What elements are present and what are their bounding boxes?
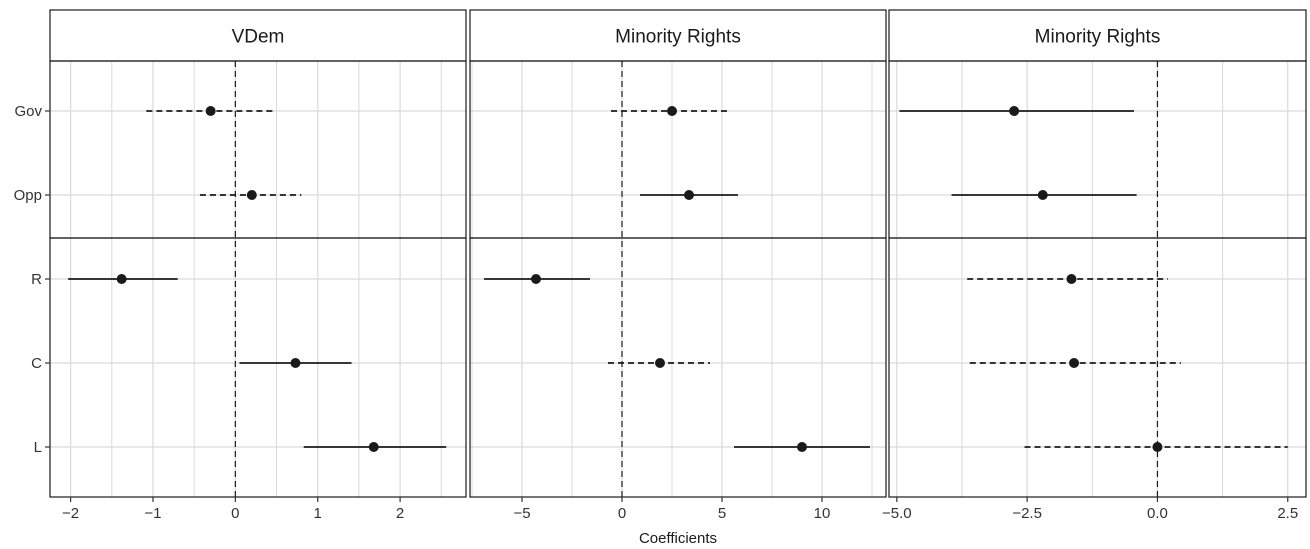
y-tick-label-opp: Opp xyxy=(14,187,42,204)
x-tick-label: −2 xyxy=(62,505,79,522)
panel-frame-top xyxy=(888,60,1307,239)
x-tick-label: −2.5 xyxy=(1012,505,1042,522)
point-estimate-c xyxy=(655,358,665,368)
x-axis-title: Coefficients xyxy=(639,530,717,547)
x-tick-label: −5.0 xyxy=(882,505,912,522)
point-estimate-c xyxy=(290,358,301,368)
panel-3: Minority Rights −5.0 −2.5 0.0 2.5 xyxy=(882,9,1307,522)
panel-frame-bottom xyxy=(888,237,1307,498)
panel-frame-top xyxy=(49,60,467,239)
y-tick-label-c: C xyxy=(31,355,42,372)
grid-group xyxy=(50,238,466,497)
point-estimate-gov xyxy=(1009,106,1020,116)
grid-group xyxy=(889,61,1306,238)
x-tick-label: 0 xyxy=(618,505,626,522)
x-tick-label: 2 xyxy=(396,505,404,522)
panel-frame-bottom xyxy=(469,237,887,498)
x-tick-label: 10 xyxy=(814,505,831,522)
x-tick-label: 2.5 xyxy=(1277,505,1298,522)
panel-title: VDem xyxy=(232,27,285,48)
y-tick-label-l: L xyxy=(34,439,42,456)
point-estimate-r xyxy=(531,274,541,284)
panel-strip xyxy=(469,9,887,62)
point-estimate-opp xyxy=(684,190,694,200)
panel-title: Minority Rights xyxy=(1035,27,1161,48)
point-estimate-gov xyxy=(667,106,677,116)
y-tick-label-gov: Gov xyxy=(14,103,42,120)
panel-2: Minority Rights −5 0 5 10 xyxy=(469,9,887,522)
x-tick-label: 0.0 xyxy=(1147,505,1168,522)
y-tick-label-r: R xyxy=(31,271,42,288)
point-estimate-r xyxy=(116,274,127,284)
panel-title: Minority Rights xyxy=(615,27,741,48)
grid-group xyxy=(470,61,886,238)
x-tick-label: 1 xyxy=(314,505,322,522)
x-tick-label: 5 xyxy=(718,505,726,522)
grid-group xyxy=(889,238,1306,497)
point-estimate-opp xyxy=(1037,190,1048,200)
x-tick-label: 0 xyxy=(231,505,239,522)
x-tick-label: −1 xyxy=(144,505,161,522)
panel-frame-bottom xyxy=(49,237,467,498)
point-estimate-l xyxy=(368,442,379,452)
grid-group xyxy=(50,61,466,238)
point-estimate-c xyxy=(1069,358,1080,368)
panel-1: VDem −2 −1 0 1 2 xyxy=(49,9,467,522)
point-estimate-r xyxy=(1066,274,1077,284)
x-tick-label: −5 xyxy=(513,505,530,522)
panel-frame-top xyxy=(469,60,887,239)
point-estimate-l xyxy=(797,442,807,452)
point-estimate-opp xyxy=(246,190,257,200)
point-estimate-l xyxy=(1152,442,1163,452)
panel-strip xyxy=(49,9,467,62)
point-estimate-gov xyxy=(205,106,216,116)
